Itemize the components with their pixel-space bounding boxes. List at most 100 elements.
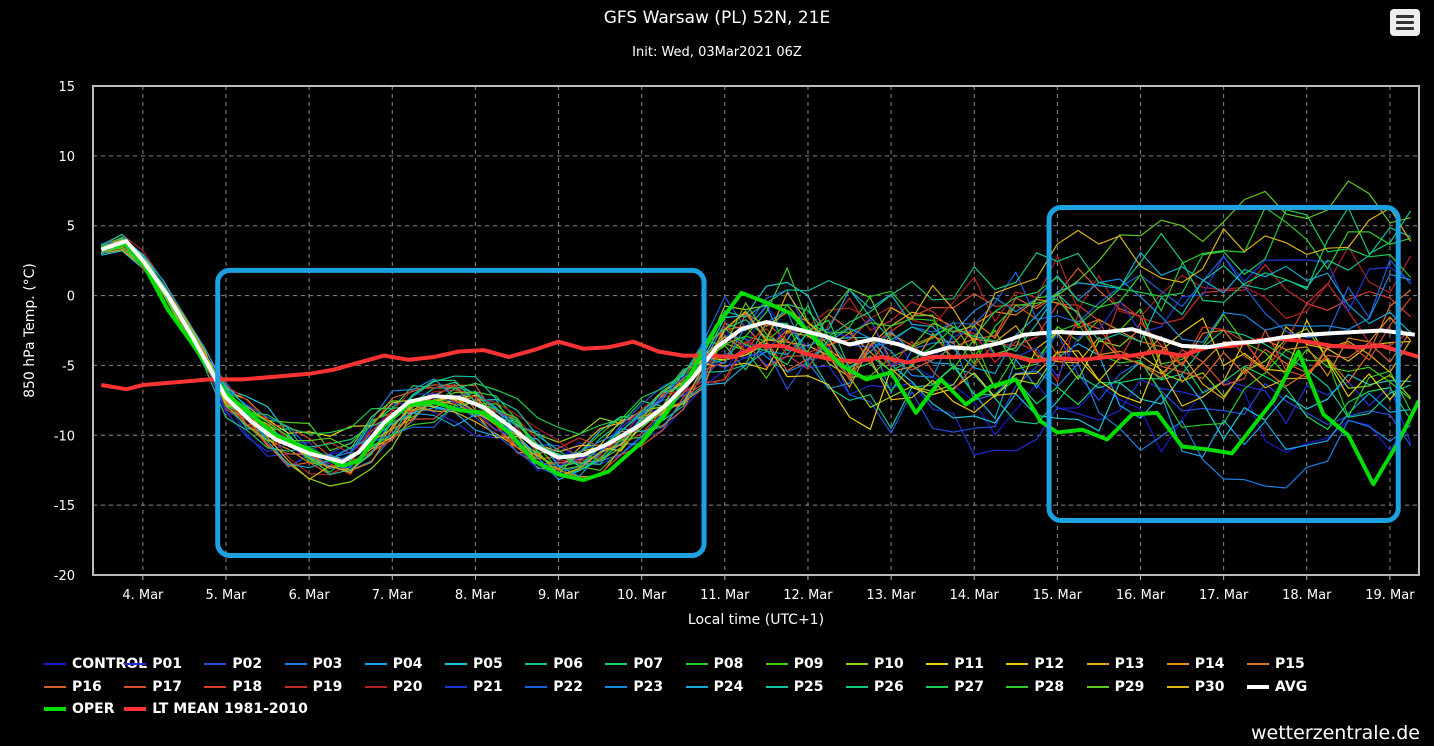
member-line-p12 (101, 245, 1411, 469)
legend-item-p06[interactable]: P06 (525, 654, 583, 674)
legend-label: P14 (1194, 656, 1225, 672)
legend-swatch (124, 663, 147, 665)
legend-item-p28[interactable]: P28 (1006, 677, 1064, 697)
legend-item-p01[interactable]: P01 (124, 654, 182, 674)
legend-item-p25[interactable]: P25 (765, 677, 824, 697)
legend-item-p10[interactable]: P10 (846, 654, 904, 674)
x-tick-label: 16. Mar (1116, 588, 1166, 603)
legend-swatch (605, 663, 628, 665)
legend-item-p27[interactable]: P27 (926, 677, 984, 697)
legend-item-p05[interactable]: P05 (445, 654, 503, 674)
member-line-p11 (100, 237, 1412, 470)
member-line-p25 (101, 226, 1411, 476)
legend-swatch (1086, 685, 1109, 688)
x-tick-label: 6. Mar (289, 588, 331, 603)
legend-item-p13[interactable]: P13 (1086, 654, 1145, 674)
y-tick-label: -5 (62, 359, 75, 374)
legend-swatch (926, 663, 949, 665)
legend-item-p24[interactable]: P24 (685, 677, 744, 697)
legend-swatch (1247, 684, 1269, 689)
legend-swatch (124, 707, 147, 711)
legend-label: P26 (874, 678, 904, 695)
legend-item-lt-mean-1981-2010[interactable]: LT MEAN 1981-2010 (124, 699, 308, 719)
legend-swatch (1247, 663, 1269, 665)
legend-label: P19 (312, 678, 343, 695)
legend-label: P29 (1114, 678, 1145, 695)
legend-label: P04 (392, 656, 423, 672)
legend-item-p02[interactable]: P02 (204, 654, 262, 674)
legend-item-p26[interactable]: P26 (846, 677, 904, 697)
member-line-p29 (101, 180, 1411, 475)
legend-swatch (364, 663, 387, 665)
hamburger-menu-icon[interactable] (1390, 9, 1420, 36)
legend-swatch (926, 685, 949, 688)
legend-swatch (284, 663, 307, 665)
legend-swatch (685, 663, 708, 665)
x-tick-label: 5. Mar (205, 588, 247, 603)
legend-label: P13 (1114, 656, 1145, 672)
legend-label: P06 (553, 656, 583, 672)
legend-swatch (284, 685, 307, 688)
x-tick-label: 18. Mar (1282, 588, 1332, 603)
main-series (100, 239, 1421, 487)
legend-swatch (364, 685, 387, 688)
y-tick-label: -20 (54, 569, 75, 584)
legend-item-p18[interactable]: P18 (204, 677, 262, 697)
legend-item-p15[interactable]: P15 (1247, 654, 1305, 674)
legend-item-p09[interactable]: P09 (765, 654, 824, 674)
legend-item-p20[interactable]: P20 (364, 677, 423, 697)
legend-label: P24 (713, 678, 744, 695)
legend-item-p21[interactable]: P21 (445, 677, 503, 697)
legend-swatch (685, 685, 708, 688)
x-tick-label: 17. Mar (1199, 588, 1249, 603)
legend-label: P08 (713, 656, 744, 672)
legend-label: P23 (633, 678, 664, 695)
x-tick-label: 8. Mar (455, 588, 497, 603)
legend-label: P28 (1034, 678, 1065, 695)
x-tick-label: 9. Mar (538, 588, 580, 603)
x-tick-label: 4. Mar (122, 588, 164, 603)
member-line-p26 (101, 206, 1412, 467)
y-tick-label: 5 (67, 220, 75, 235)
ensemble-members (100, 180, 1412, 489)
legend-item-oper[interactable]: OPER (44, 699, 115, 719)
legend-item-p29[interactable]: P29 (1086, 677, 1145, 697)
legend-item-p22[interactable]: P22 (525, 677, 583, 697)
legend-label: P21 (473, 678, 503, 695)
legend-item-p17[interactable]: P17 (124, 677, 182, 697)
legend-label: P25 (793, 678, 824, 695)
x-axis-ticks: 4. Mar 5. Mar 6. Mar 7. Mar 8. Mar 9. Mar 10. … (122, 575, 1415, 603)
legend-item-p07[interactable]: P07 (605, 654, 663, 674)
legend-item-p19[interactable]: P19 (284, 677, 343, 697)
legend-label: P12 (1034, 656, 1065, 672)
legend-swatch (445, 685, 467, 688)
legend-label: P09 (793, 656, 824, 672)
legend-swatch (44, 707, 66, 711)
legend-item-p11[interactable]: P11 (926, 654, 984, 674)
x-tick-label: 7. Mar (372, 588, 414, 603)
legend-item-p04[interactable]: P04 (364, 654, 423, 674)
chart-title: GFS Warsaw (PL) 52N, 21E (603, 8, 831, 28)
temperature-chart: -20 -15 -10 -5 0 5 10 15 4. Mar 5. Mar 6. Mar 7. M… (22, 80, 1421, 628)
legend-label: P07 (633, 656, 664, 672)
y-tick-label: 0 (67, 290, 75, 305)
legend-swatch (445, 663, 467, 665)
legend-item-p16[interactable]: P16 (44, 677, 102, 697)
legend-label: P02 (232, 656, 263, 672)
y-axis-label: 850 hPa Temp. (°C) (22, 263, 38, 398)
legend-item-p03[interactable]: P03 (284, 654, 342, 674)
legend-label: P30 (1194, 678, 1225, 695)
legend-item-p12[interactable]: P12 (1006, 654, 1064, 674)
source-credit[interactable]: wetterzentrale.de (1251, 722, 1420, 744)
legend-item-p30[interactable]: P30 (1166, 677, 1225, 697)
legend-swatch (846, 685, 868, 688)
legend-item-control[interactable]: CONTROL (44, 654, 147, 674)
legend-swatch (124, 685, 147, 688)
legend-item-avg[interactable]: AVG (1247, 677, 1307, 697)
legend-item-p14[interactable]: P14 (1166, 654, 1225, 674)
highlight-box (215, 267, 707, 558)
legend-item-p23[interactable]: P23 (605, 677, 663, 697)
highlight-box (1046, 205, 1401, 524)
legend-item-p08[interactable]: P08 (685, 654, 744, 674)
plot-border (92, 85, 1420, 576)
